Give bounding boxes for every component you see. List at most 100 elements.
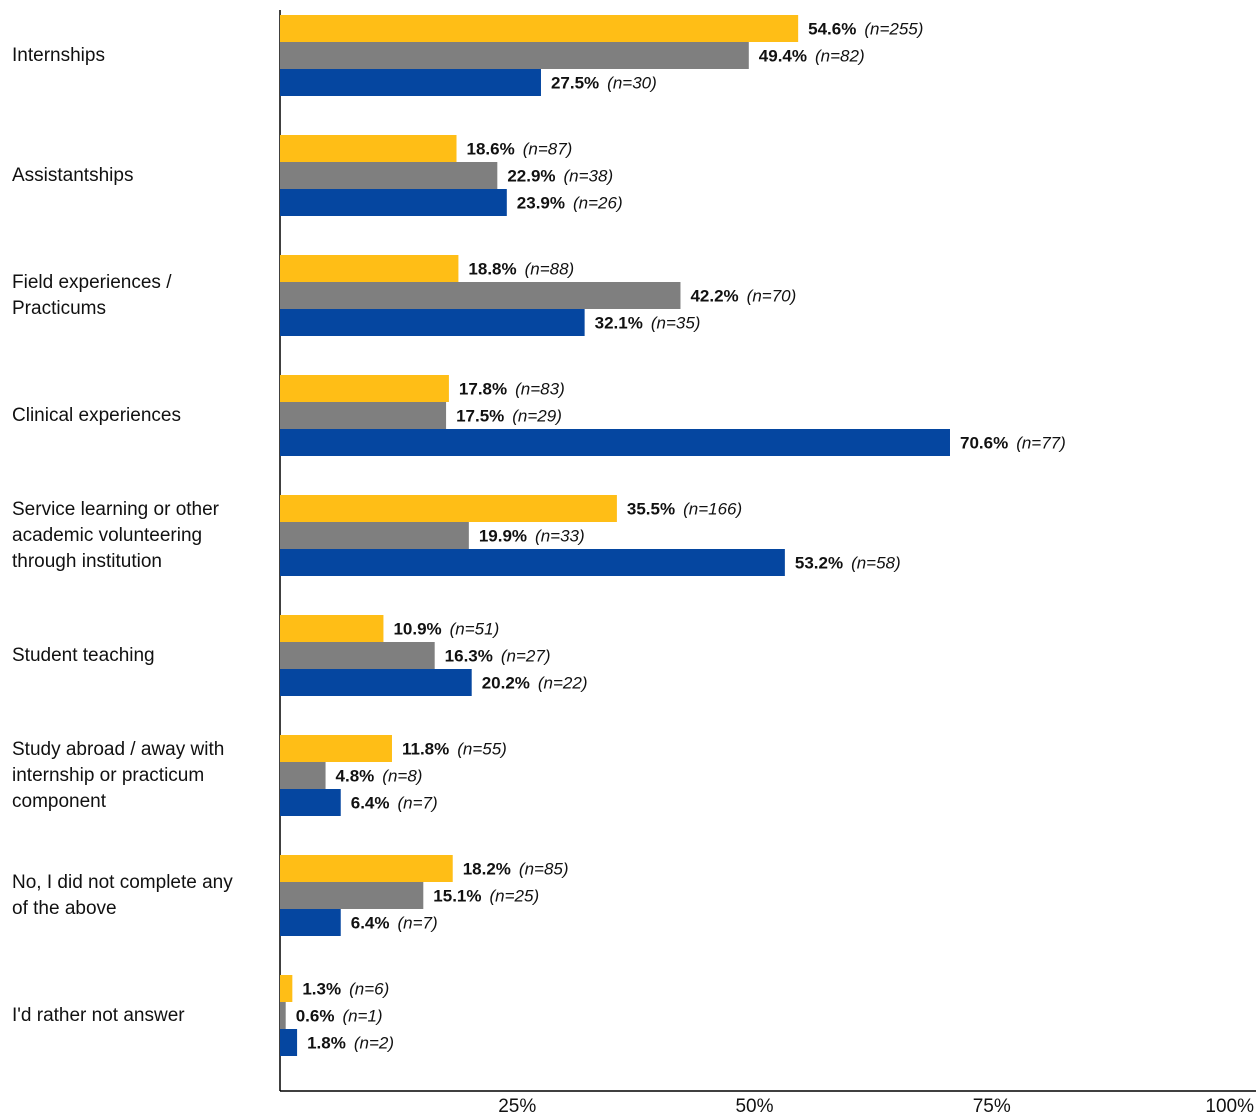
bar-series-3-1: [280, 189, 507, 216]
category-label-line: Study abroad / away with: [12, 738, 225, 760]
value-label: 10.9%: [393, 620, 441, 639]
n-label: (n=77): [1016, 434, 1066, 453]
bar-series-1-4: [280, 495, 617, 522]
data-label: 20.2% (n=22): [482, 674, 588, 693]
data-label: 17.8% (n=83): [459, 380, 565, 399]
value-label: 53.2%: [795, 554, 843, 573]
value-label: 1.8%: [307, 1034, 346, 1053]
value-label: 11.8%: [402, 740, 449, 759]
data-label: 18.6% (n=87): [467, 140, 573, 159]
data-label: 22.9% (n=38): [507, 167, 613, 186]
n-label: (n=7): [397, 914, 437, 933]
value-label: 6.4%: [351, 914, 390, 933]
data-label: 32.1% (n=35): [595, 314, 701, 333]
data-label: 35.5% (n=166): [627, 500, 742, 519]
data-label: 54.6% (n=255): [808, 20, 923, 39]
n-label: (n=55): [457, 740, 507, 759]
category-label-line: academic volunteering: [12, 524, 203, 546]
category-label: Assistantships: [12, 163, 274, 189]
bar-series-1-2: [280, 255, 459, 282]
bar-series-2-6: [280, 762, 326, 789]
bar-series-1-1: [280, 135, 457, 162]
bar-series-1-5: [280, 615, 384, 642]
data-label: 0.6% (n=1): [296, 1007, 383, 1026]
bar-series-2-2: [280, 282, 681, 309]
value-label: 42.2%: [690, 287, 738, 306]
n-label: (n=33): [535, 527, 585, 546]
n-label: (n=22): [538, 674, 588, 693]
value-label: 1.3%: [302, 980, 341, 999]
n-label: (n=87): [523, 140, 573, 159]
value-label: 4.8%: [336, 767, 375, 786]
category-label-line: Practicums: [12, 297, 106, 319]
value-label: 49.4%: [759, 47, 807, 66]
data-label: 53.2% (n=58): [795, 554, 901, 573]
value-label: 70.6%: [960, 434, 1008, 453]
data-label: 6.4% (n=7): [351, 794, 438, 813]
data-label: 1.8% (n=2): [307, 1034, 394, 1053]
value-label: 18.6%: [467, 140, 515, 159]
data-label: 18.2% (n=85): [463, 860, 569, 879]
value-label: 27.5%: [551, 74, 599, 93]
bar-series-1-6: [280, 735, 392, 762]
n-label: (n=70): [747, 287, 797, 306]
bar-series-2-7: [280, 882, 424, 909]
value-label: 17.5%: [456, 407, 504, 426]
category-label-line: Field experiences /: [12, 271, 172, 293]
bar-series-3-2: [280, 309, 585, 336]
data-label: 70.6% (n=77): [960, 434, 1066, 453]
category-label: Study abroad / away with internship or pr…: [12, 737, 274, 815]
bar-series-2-4: [280, 522, 469, 549]
value-label: 18.8%: [468, 260, 516, 279]
n-label: (n=26): [573, 194, 623, 213]
category-label: Student teaching: [12, 643, 274, 669]
bar-series-2-8: [280, 1002, 286, 1029]
category-label: Field experiences / Practicums: [12, 270, 274, 322]
bar-series-2-3: [280, 402, 447, 429]
data-label: 42.2% (n=70): [690, 287, 796, 306]
value-label: 19.9%: [479, 527, 527, 546]
bar-series-2-1: [280, 162, 498, 189]
value-label: 0.6%: [296, 1007, 335, 1026]
value-label: 23.9%: [517, 194, 565, 213]
data-label: 49.4% (n=82): [759, 47, 865, 66]
n-label: (n=58): [851, 554, 901, 573]
x-tick-label: 25%: [498, 1096, 536, 1117]
data-label: 15.1% (n=25): [433, 887, 539, 906]
bar-series-3-6: [280, 789, 341, 816]
bar-series-3-7: [280, 909, 341, 936]
n-label: (n=8): [382, 767, 422, 786]
data-label: 27.5% (n=30): [551, 74, 657, 93]
category-label-line: Internships: [12, 44, 105, 66]
data-label: 19.9% (n=33): [479, 527, 585, 546]
value-label: 18.2%: [463, 860, 511, 879]
bar-series-2-5: [280, 642, 435, 669]
data-label: 16.3% (n=27): [445, 647, 551, 666]
category-label: Service learning or other academic volunt…: [12, 497, 274, 575]
data-label: 18.8% (n=88): [468, 260, 574, 279]
data-label: 17.5% (n=29): [456, 407, 562, 426]
category-label: Clinical experiences: [12, 403, 274, 429]
data-label: 23.9% (n=26): [517, 194, 623, 213]
n-label: (n=35): [651, 314, 701, 333]
data-label: 1.3% (n=6): [302, 980, 389, 999]
category-label-line: I'd rather not answer: [12, 1004, 185, 1026]
bar-series-2-0: [280, 42, 749, 69]
data-label: 6.4% (n=7): [351, 914, 438, 933]
n-label: (n=85): [519, 860, 569, 879]
n-label: (n=88): [525, 260, 575, 279]
value-label: 22.9%: [507, 167, 555, 186]
bar-series-3-8: [280, 1029, 298, 1056]
category-label: Internships: [12, 43, 274, 69]
n-label: (n=83): [515, 380, 565, 399]
category-label-line: of the above: [12, 897, 117, 919]
bar-series-1-7: [280, 855, 453, 882]
value-label: 17.8%: [459, 380, 507, 399]
category-label-line: Student teaching: [12, 644, 155, 666]
value-label: 16.3%: [445, 647, 493, 666]
n-label: (n=51): [450, 620, 500, 639]
n-label: (n=6): [349, 980, 389, 999]
n-label: (n=30): [607, 74, 657, 93]
